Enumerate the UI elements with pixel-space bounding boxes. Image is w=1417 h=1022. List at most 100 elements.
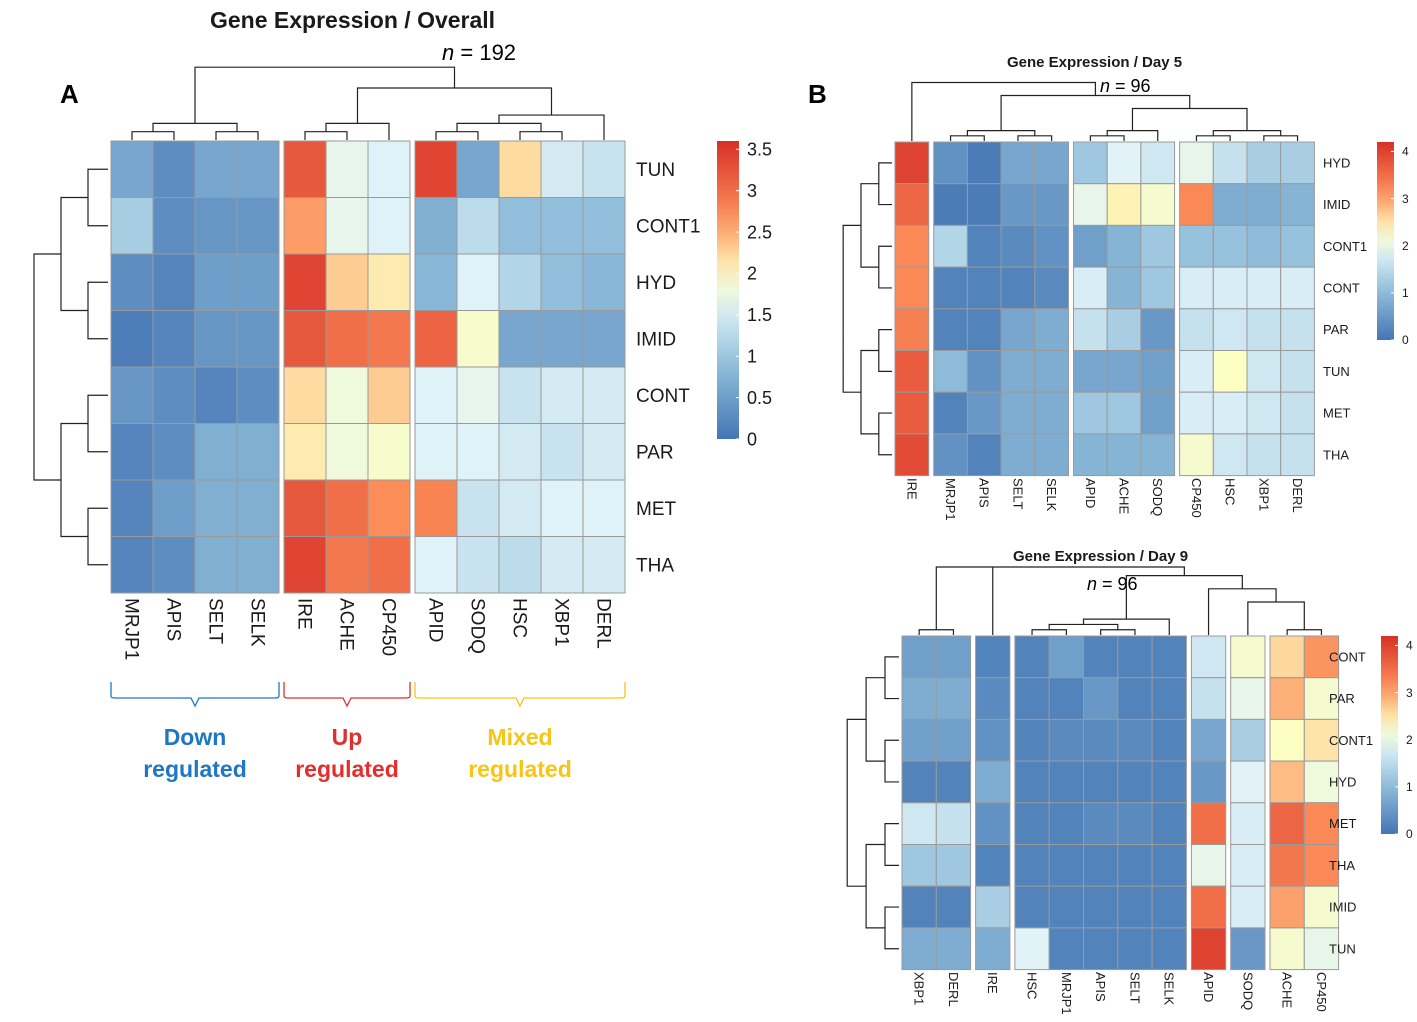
heatmap-cell	[1179, 308, 1214, 351]
sample-size-equals: =	[454, 40, 479, 65]
heatmap-cell	[1034, 433, 1070, 477]
heatmap-cell	[1280, 391, 1315, 435]
heatmap-cell	[582, 479, 626, 537]
heatmap-cell	[1303, 760, 1340, 804]
chart-title: Gene Expression / Overall	[210, 7, 495, 33]
column-label: APID	[1201, 972, 1216, 1002]
heatmap-cell	[1034, 183, 1070, 226]
heatmap-cell	[966, 308, 1002, 351]
row-label: PAR	[636, 442, 674, 463]
heatmap-cell	[1083, 844, 1119, 887]
heatmap-cell	[367, 310, 411, 368]
heatmap-cell	[966, 350, 1002, 393]
heatmap-cell	[456, 423, 500, 481]
heatmap-cell	[110, 423, 154, 481]
column-label: APIS	[162, 598, 183, 641]
legend-tick-label: 3	[747, 181, 757, 201]
heatmap-cell	[456, 140, 500, 198]
heatmap-cell	[456, 310, 500, 368]
column-label: MRJP1	[1059, 972, 1074, 1015]
row-label: TUN	[1323, 364, 1350, 379]
heatmap-cell	[1212, 350, 1248, 393]
column-label: DERL	[1290, 478, 1305, 513]
heatmap-cell	[1269, 760, 1305, 804]
heatmap-cell	[901, 885, 937, 929]
heatmap-cell	[325, 479, 369, 537]
heatmap-cell	[1034, 141, 1070, 185]
heatmap-cell	[935, 677, 972, 720]
heatmap-cell	[1280, 266, 1315, 310]
heatmap-cell	[1230, 802, 1266, 845]
heatmap-cell	[1117, 760, 1153, 804]
column-label: CP450	[1314, 972, 1329, 1012]
heatmap-cell	[152, 366, 196, 424]
heatmap-cell	[498, 423, 542, 481]
heatmap-cell	[283, 197, 327, 255]
column-label: SELT	[204, 598, 225, 645]
legend-tick-label: 3	[1402, 192, 1409, 206]
heatmap-cell	[935, 927, 972, 971]
heatmap-cell	[236, 140, 280, 198]
heatmap-cell	[1000, 141, 1036, 185]
heatmap-cell	[975, 885, 1011, 929]
heatmap-cell	[367, 366, 411, 424]
heatmap-cell	[1140, 391, 1176, 435]
heatmap-cell	[933, 183, 968, 226]
legend-tick-label: 0	[1406, 827, 1413, 841]
heatmap-cell	[933, 391, 968, 435]
column-label: MRJP1	[120, 598, 141, 660]
group-label-line2: regulated	[468, 756, 572, 782]
heatmap-cell	[236, 253, 280, 311]
column-label: SELT	[1127, 972, 1142, 1004]
heatmap-cell	[1246, 141, 1282, 185]
heatmap-cell	[498, 479, 542, 537]
heatmap-cell	[935, 802, 972, 845]
group-label-line1: Up	[332, 724, 363, 750]
column-label: SODQ	[1240, 972, 1255, 1010]
heatmap-cell	[894, 350, 930, 393]
heatmap-cell	[894, 224, 930, 268]
column-label: APID	[1083, 478, 1098, 508]
row-label: CONT	[1329, 649, 1366, 664]
heatmap-cell	[894, 183, 930, 226]
sample-size-label: n = 96	[1087, 574, 1138, 594]
color-legend-bar	[1377, 142, 1394, 340]
heatmap-cell	[1269, 885, 1305, 929]
heatmap-cell	[1212, 308, 1248, 351]
heatmap-cell	[283, 536, 327, 594]
heatmap-cell	[110, 140, 154, 198]
heatmap-cell	[1246, 183, 1282, 226]
heatmap-cell	[414, 310, 458, 368]
row-dendrogram	[842, 162, 892, 456]
heatmap-day9: Gene Expression / Day 9 n = 96 CONT PAR CONT…	[846, 548, 1413, 1015]
heatmap-cell	[456, 536, 500, 594]
heatmap-cell	[1106, 224, 1142, 268]
heatmap-cell	[975, 927, 1011, 971]
heatmap-cell	[540, 253, 584, 311]
heatmap-cell	[935, 718, 972, 762]
heatmap-cell	[933, 141, 968, 185]
heatmap-cell	[110, 310, 154, 368]
column-label: DERL	[592, 598, 613, 649]
heatmap-cell	[1230, 635, 1266, 679]
heatmap-cell	[152, 479, 196, 537]
heatmap-cell	[1303, 885, 1340, 929]
row-label: MET	[636, 499, 677, 520]
heatmap-cell	[1048, 844, 1084, 887]
heatmap-cell	[540, 479, 584, 537]
sample-size-value: 192	[479, 40, 516, 65]
heatmap-cell	[194, 197, 238, 255]
row-label: HYD	[1323, 155, 1350, 170]
heatmap-cell	[1151, 718, 1187, 762]
legend-tick-label: 0	[1402, 333, 1409, 347]
heatmap-cell	[1083, 802, 1119, 845]
heatmap-cell	[1034, 224, 1070, 268]
heatmap-cell	[1230, 927, 1266, 971]
heatmap-cell	[110, 197, 154, 255]
heatmap-cell	[933, 433, 968, 477]
heatmap-cell	[1190, 844, 1227, 887]
heatmap-cell	[966, 266, 1002, 310]
heatmap-cell	[935, 885, 972, 929]
heatmap-cell	[933, 350, 968, 393]
